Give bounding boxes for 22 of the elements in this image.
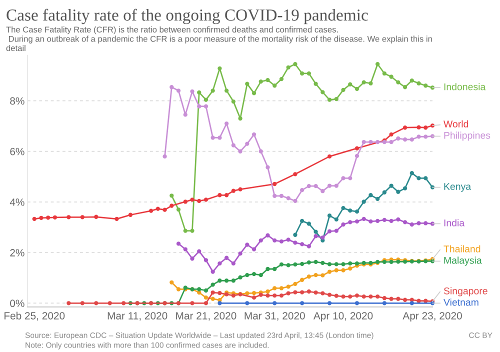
series-label: World — [444, 120, 468, 128]
chart-subtitle: The Case Fatality Rate (CFR) is the ratio between confirmed deaths and confirmed cases. During an outbreak of a pandemic the CFR is a poor measure of the mortality risk of the disease. We explain this in detail — [6, 26, 432, 52]
y-tick-label: 0% — [10, 300, 24, 308]
y-tick-label: 4% — [10, 198, 24, 206]
x-tick-label: Mar 21, 2020 — [176, 312, 236, 321]
x-tick-label: Mar 11, 2020 — [108, 312, 168, 321]
series-label: Philippines — [444, 132, 490, 141]
x-tick-label: Apr 10, 2020 — [313, 312, 373, 322]
y-tick-label: 8% — [10, 97, 24, 105]
series-label: Singapore — [444, 287, 488, 296]
y-tick-label: 6% — [10, 148, 24, 156]
series-label: Thailand — [444, 245, 480, 252]
series-label: Vietnam — [444, 298, 478, 306]
y-tick-label: 2% — [10, 249, 24, 256]
series-label: Malaysia — [444, 256, 482, 266]
series-label: Indonesia — [444, 83, 486, 90]
chart-title: Case fatality rate of the ongoing COVID-19 pandemic — [6, 8, 368, 24]
x-tick-label: Feb 25, 2020 — [4, 312, 65, 321]
series-label: India — [444, 219, 465, 226]
series-label: Kenya — [444, 183, 472, 192]
x-tick-label: Mar 31, 2020 — [244, 312, 305, 321]
x-tick-label: Apr 23, 2020 — [402, 312, 462, 322]
